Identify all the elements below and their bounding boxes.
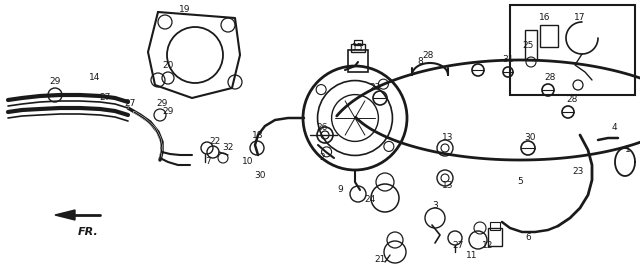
- Text: 28: 28: [566, 95, 578, 105]
- Text: 6: 6: [525, 233, 531, 243]
- Text: 30: 30: [254, 171, 266, 179]
- Text: 18: 18: [252, 131, 264, 140]
- Text: 29: 29: [163, 107, 173, 116]
- Bar: [351, 44, 365, 52]
- Text: 29: 29: [49, 78, 61, 86]
- Text: 27: 27: [124, 99, 136, 107]
- Polygon shape: [55, 210, 75, 220]
- Text: 27: 27: [99, 94, 111, 102]
- Text: 12: 12: [483, 240, 493, 250]
- Bar: [488, 228, 502, 246]
- Text: 3: 3: [432, 201, 438, 211]
- Text: 1: 1: [625, 145, 631, 155]
- Text: 4: 4: [611, 123, 617, 132]
- Bar: [490, 222, 500, 230]
- Bar: [354, 40, 362, 45]
- Text: 15: 15: [352, 44, 364, 52]
- Text: 17: 17: [574, 14, 586, 23]
- Text: 14: 14: [90, 73, 100, 83]
- Text: 13: 13: [442, 134, 454, 142]
- Bar: [348, 50, 368, 72]
- Text: 25: 25: [522, 41, 534, 49]
- Text: 23: 23: [369, 84, 381, 92]
- Text: 13: 13: [442, 181, 454, 190]
- Text: 16: 16: [540, 14, 551, 23]
- Bar: [510, 5, 635, 95]
- Text: 19: 19: [179, 6, 191, 15]
- Text: 10: 10: [243, 158, 253, 166]
- Text: 30: 30: [524, 134, 536, 142]
- Bar: [540, 25, 558, 47]
- Text: 11: 11: [467, 251, 477, 261]
- Text: 7: 7: [205, 158, 211, 166]
- Text: 31: 31: [502, 55, 514, 65]
- Text: 9: 9: [337, 185, 343, 195]
- Text: 29: 29: [156, 99, 168, 107]
- Text: 22: 22: [209, 137, 221, 147]
- Text: 28: 28: [544, 73, 556, 83]
- Text: 26: 26: [316, 123, 328, 132]
- Text: FR.: FR.: [77, 227, 99, 237]
- Bar: [525, 30, 537, 60]
- Text: 5: 5: [517, 177, 523, 187]
- Text: 28: 28: [422, 51, 434, 60]
- Text: 8: 8: [417, 57, 423, 67]
- Text: 23: 23: [572, 168, 584, 176]
- Text: 32: 32: [222, 144, 234, 153]
- Text: 27: 27: [452, 242, 464, 251]
- Text: 21: 21: [374, 256, 386, 264]
- Text: 24: 24: [364, 195, 376, 205]
- Text: 2: 2: [319, 153, 325, 163]
- Text: 20: 20: [163, 62, 173, 70]
